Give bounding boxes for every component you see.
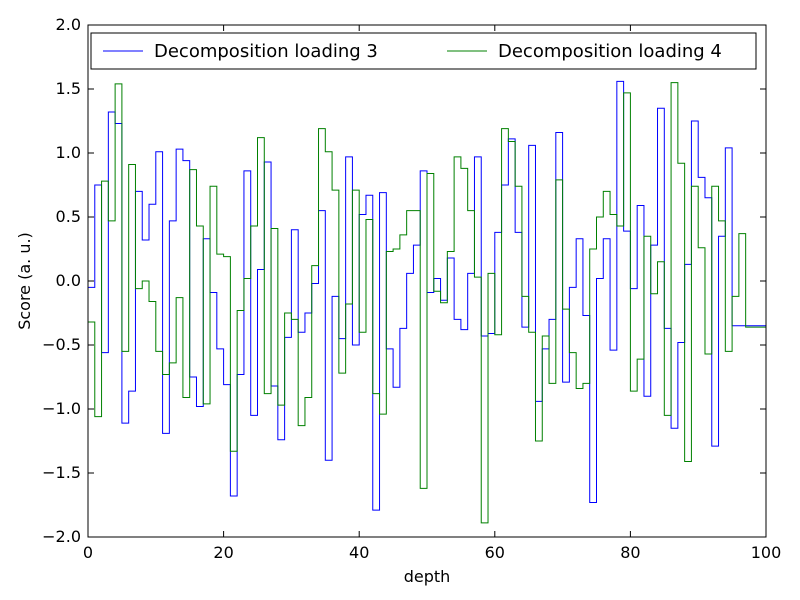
x-tick-label: 100 [751,543,782,562]
x-tick-label: 0 [83,543,93,562]
y-tick-label: 0.5 [56,207,81,226]
legend-box [90,32,757,70]
y-tick-label: 1.0 [56,143,81,162]
legend: Decomposition loading 3 Decomposition lo… [90,32,757,70]
y-tick-label: 1.5 [56,79,81,98]
series-line-loading-4 [88,82,766,524]
x-tick-label: 80 [620,543,640,562]
y-tick-label: 2.0 [56,15,81,34]
x-tick-label: 60 [485,543,505,562]
y-tick-label: 0.0 [56,271,81,290]
y-tick-label: −2.0 [42,527,81,546]
legend-label-series-4: Decomposition loading 4 [498,41,722,62]
x-axis-label: depth [404,567,451,586]
plot-lines [88,80,766,524]
axis-ticks: 0 20 40 60 80 100 −2.0 −1.5 −1.0 −0.5 0.0 0.5 1.0 1.5… [42,15,781,562]
y-tick-label: −1.5 [42,463,81,482]
x-tick-label: 20 [213,543,233,562]
x-tick-label: 40 [349,543,369,562]
series-line-loading-3 [88,80,766,511]
legend-label-series-3: Decomposition loading 3 [154,41,378,62]
y-tick-label: −0.5 [42,335,81,354]
y-tick-label: −1.0 [42,399,81,418]
y-axis-label: Score (a. u.) [15,232,34,330]
